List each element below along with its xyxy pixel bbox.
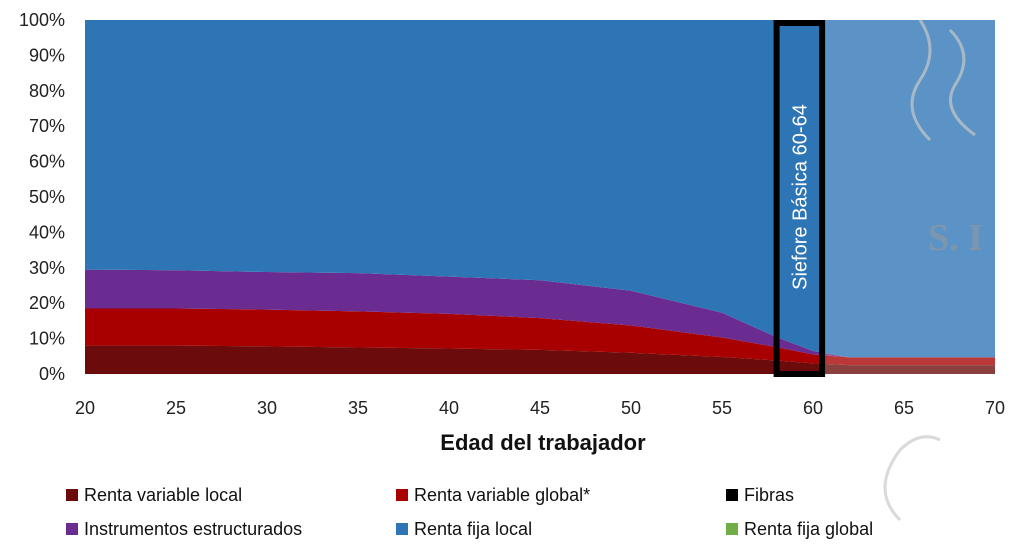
y-tick-label: 100% <box>19 10 65 30</box>
x-axis-title: Edad del trabajador <box>440 430 646 455</box>
y-tick-label: 30% <box>29 258 65 278</box>
legend-label: Fibras <box>744 485 794 506</box>
y-tick-label: 90% <box>29 45 65 65</box>
legend-item-instrumentos-estructurados: Instrumentos estructurados <box>66 519 396 540</box>
legend-item-renta-variable-local: Renta variable local <box>66 485 396 506</box>
x-tick-label: 70 <box>985 398 1005 418</box>
x-axis-ticks: 20 25 30 35 40 45 50 55 60 65 70 <box>75 398 1005 418</box>
legend-item-renta-fija-local: Renta fija local <box>396 519 726 540</box>
x-tick-label: 50 <box>621 398 641 418</box>
legend-label: Instrumentos estructurados <box>84 519 302 540</box>
legend-swatch <box>726 523 738 535</box>
legend-swatch <box>396 489 408 501</box>
x-tick-label: 60 <box>803 398 823 418</box>
x-tick-label: 40 <box>439 398 459 418</box>
x-tick-label: 30 <box>257 398 277 418</box>
y-axis-ticks: 0% 10% 20% 30% 40% 50% 60% 70% 80% 90% 100% <box>19 10 65 384</box>
legend-row: Renta variable local Renta variable glob… <box>66 478 966 512</box>
y-tick-label: 40% <box>29 222 65 242</box>
y-tick-label: 10% <box>29 329 65 349</box>
legend-label: Renta variable local <box>84 485 242 506</box>
legend-row: Instrumentos estructurados Renta fija lo… <box>66 512 966 546</box>
legend-item-fibras: Fibras <box>726 485 926 506</box>
legend-label: Renta variable global* <box>414 485 590 506</box>
x-tick-label: 65 <box>894 398 914 418</box>
legend-item-renta-variable-global: Renta variable global* <box>396 485 726 506</box>
legend-item-renta-fija-global: Renta fija global <box>726 519 926 540</box>
legend: Renta variable local Renta variable glob… <box>66 478 966 546</box>
x-tick-label: 55 <box>712 398 732 418</box>
legend-swatch <box>726 489 738 501</box>
y-tick-label: 20% <box>29 293 65 313</box>
legend-swatch <box>66 523 78 535</box>
y-tick-label: 80% <box>29 81 65 101</box>
legend-swatch <box>396 523 408 535</box>
stacked-area-chart: Siefore Básica 60-64 0% 10% 20% 30% 40% 50% 60… <box>0 0 1010 470</box>
x-tick-label: 20 <box>75 398 95 418</box>
post-box-overlay <box>822 20 995 374</box>
y-tick-label: 70% <box>29 116 65 136</box>
legend-label: Renta fija global <box>744 519 873 540</box>
y-tick-label: 50% <box>29 187 65 207</box>
legend-label: Renta fija local <box>414 519 532 540</box>
x-tick-label: 25 <box>166 398 186 418</box>
legend-swatch <box>66 489 78 501</box>
y-tick-label: 60% <box>29 152 65 172</box>
x-tick-label: 35 <box>348 398 368 418</box>
x-tick-label: 45 <box>530 398 550 418</box>
y-tick-label: 0% <box>39 364 65 384</box>
siefore-box-label: Siefore Básica 60-64 <box>789 104 811 290</box>
